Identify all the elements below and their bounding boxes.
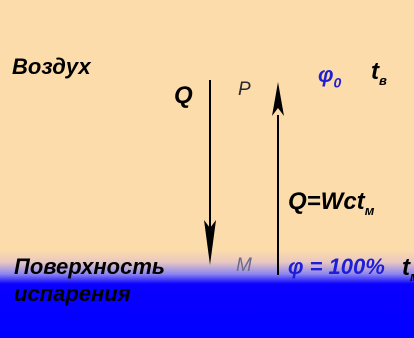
- humidity-100-label: φ = 100%: [288, 254, 385, 279]
- surface-temperature-label: tм: [402, 256, 414, 283]
- air-temperature-label: tв: [371, 60, 387, 87]
- phi0-subscript: 0: [333, 74, 342, 91]
- formula-main: Q=Wct: [288, 188, 365, 215]
- moisture-flow-up-arrow: [272, 82, 284, 275]
- heat-q-label: Q: [174, 82, 193, 109]
- te-subscript: в: [379, 72, 387, 88]
- point-p-label: P: [238, 79, 251, 100]
- evaporation-label: испарения: [14, 281, 131, 306]
- heat-flow-down-arrow: [204, 80, 216, 265]
- humidity-phi0-label: φ0: [318, 62, 342, 91]
- tm-subscript: м: [410, 269, 414, 284]
- heat-formula-label: Q=Wctм: [288, 190, 374, 217]
- air-label: Воздух: [12, 54, 91, 79]
- formula-subscript: м: [364, 202, 375, 218]
- point-m-label: M: [236, 255, 252, 276]
- te-symbol: t: [371, 58, 379, 85]
- surface-label: Поверхность: [14, 254, 165, 279]
- phi0-symbol: φ: [318, 62, 334, 87]
- tm-symbol: t: [402, 254, 410, 281]
